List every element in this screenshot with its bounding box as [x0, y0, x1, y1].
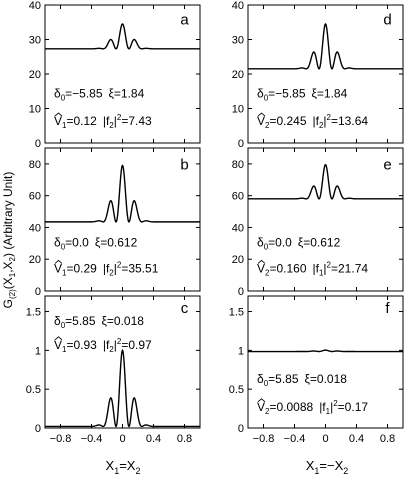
annotation-v-f: V1=0.93 |f2|2=0.97: [54, 337, 152, 354]
y-tick-label: 0: [238, 286, 244, 298]
x-axis-label-left: X1=X2: [106, 458, 141, 476]
x-tick-label: 0.8: [177, 433, 192, 445]
y-tick-label: 0: [238, 138, 244, 150]
annotation-v-f: V1=0.29 |f2|2=35.51: [54, 260, 159, 277]
y-tick-label: 40: [232, 0, 244, 12]
correlation-curve: [45, 23, 200, 50]
y-tick-label: 80: [232, 159, 244, 171]
x-tick-label: −0.8: [253, 433, 275, 445]
panel-letter: a: [180, 11, 189, 28]
y-tick-label: 1.5: [229, 307, 244, 319]
hat-accent: [54, 259, 63, 264]
y-tick-label: 40: [29, 0, 41, 12]
y-tick-label: 0.5: [26, 384, 41, 396]
annotation-delta-xi: δ0=0.0 ξ=0.612: [54, 236, 138, 252]
panel-letter: c: [181, 300, 189, 317]
correlation-curve: [248, 23, 403, 70]
x-tick-label: 0.4: [146, 433, 161, 445]
y-tick-label: 10: [232, 104, 244, 116]
hat-accent: [257, 398, 266, 403]
y-tick-label: 80: [29, 159, 41, 171]
y-tick-label: 60: [29, 191, 41, 203]
hat-accent: [257, 112, 266, 117]
x-tick-label: −0.8: [50, 433, 72, 445]
hat-accent: [257, 259, 266, 264]
correlation-curve: [248, 163, 403, 200]
x-tick-label: 0.4: [349, 433, 364, 445]
correlation-curve: [45, 349, 200, 428]
annotation-v-f: V1=0.12 |f2|2=7.43: [54, 113, 152, 130]
x-tick-label: 0.8: [380, 433, 395, 445]
panel-d: 0 10 20 30 40 d δ0=−5.85 ξ=1.84 V2=0.245 |f2|2=…: [232, 0, 404, 150]
y-tick-label: 0.5: [229, 384, 244, 396]
annotation-delta-xi: δ0=5.85 ξ=0.018: [257, 372, 347, 388]
y-tick-label: 40: [232, 222, 244, 234]
y-tick-label: 20: [232, 69, 244, 81]
y-axis-label: G(2)(X1,X2) (Arbitrary Unit): [1, 172, 17, 309]
panel-letter: d: [383, 11, 391, 28]
y-tick-label: 20: [29, 69, 41, 81]
y-tick-label: 30: [232, 35, 244, 47]
y-tick-label: 60: [232, 191, 244, 203]
x-tick-label: 0: [322, 433, 328, 445]
y-tick-label: 1: [238, 345, 244, 357]
y-tick-label: 20: [232, 254, 244, 266]
y-tick-label: 30: [29, 35, 41, 47]
correlation-curve: [45, 164, 200, 223]
y-tick-label: 0: [238, 423, 244, 435]
annotation-v-f: V2=0.245 |f2|2=13.64: [257, 113, 368, 130]
y-tick-label: 0: [35, 138, 41, 150]
panel-c: 0 0.5 1 1.5 −0.8 −0.4 0 0.4 0.8 c δ0=5.85 ξ=0.018 V…: [26, 295, 201, 445]
panel-a: 0 10 20 30 40 a δ0=−5.85 ξ=1.84 V1=0.12 |f2|2=7…: [29, 0, 201, 150]
panel-letter: b: [180, 156, 188, 173]
annotation-delta-xi: δ0=5.85 ξ=0.018: [54, 314, 144, 330]
y-tick-label: 20: [29, 254, 41, 266]
hat-accent: [54, 112, 63, 117]
correlation-curve: [248, 349, 403, 353]
annotation-delta-xi: δ0=−5.85 ξ=1.84: [257, 86, 348, 102]
y-tick-label: 40: [29, 222, 41, 234]
hat-accent: [54, 336, 63, 341]
annotation-v-f: V2=0.0088 |f1|2=0.17: [257, 399, 368, 416]
x-tick-label: 0: [119, 433, 125, 445]
annotation-v-f: V2=0.160 |f1|2=21.74: [257, 260, 368, 277]
panel-e: 0 20 40 60 80 e δ0=0.0 ξ=0.612 V2=0.160 |f1|2=2…: [232, 147, 404, 298]
panel-f: 0 0.5 1 1.5 −0.8 −0.4 0 0.4 0.8 f δ0=5.85 ξ=0.018 V…: [229, 295, 404, 445]
panel-b: 0 20 40 60 80 b δ0=0.0 ξ=0.612 V1=0.29 |f2|2=35…: [29, 147, 201, 298]
y-tick-label: 0: [35, 286, 41, 298]
y-tick-label: 1.5: [26, 307, 41, 319]
panel-letter: e: [383, 156, 391, 173]
panel-letter: f: [385, 300, 390, 317]
y-tick-label: 1: [35, 345, 41, 357]
annotation-delta-xi: δ0=0.0 ξ=0.612: [257, 236, 341, 252]
x-tick-label: −0.4: [81, 433, 103, 445]
x-axis-label-right: X1=−X2: [306, 458, 349, 476]
x-tick-label: −0.4: [284, 433, 306, 445]
y-tick-label: 10: [29, 104, 41, 116]
y-tick-label: 0: [35, 423, 41, 435]
annotation-delta-xi: δ0=−5.85 ξ=1.84: [54, 86, 145, 102]
